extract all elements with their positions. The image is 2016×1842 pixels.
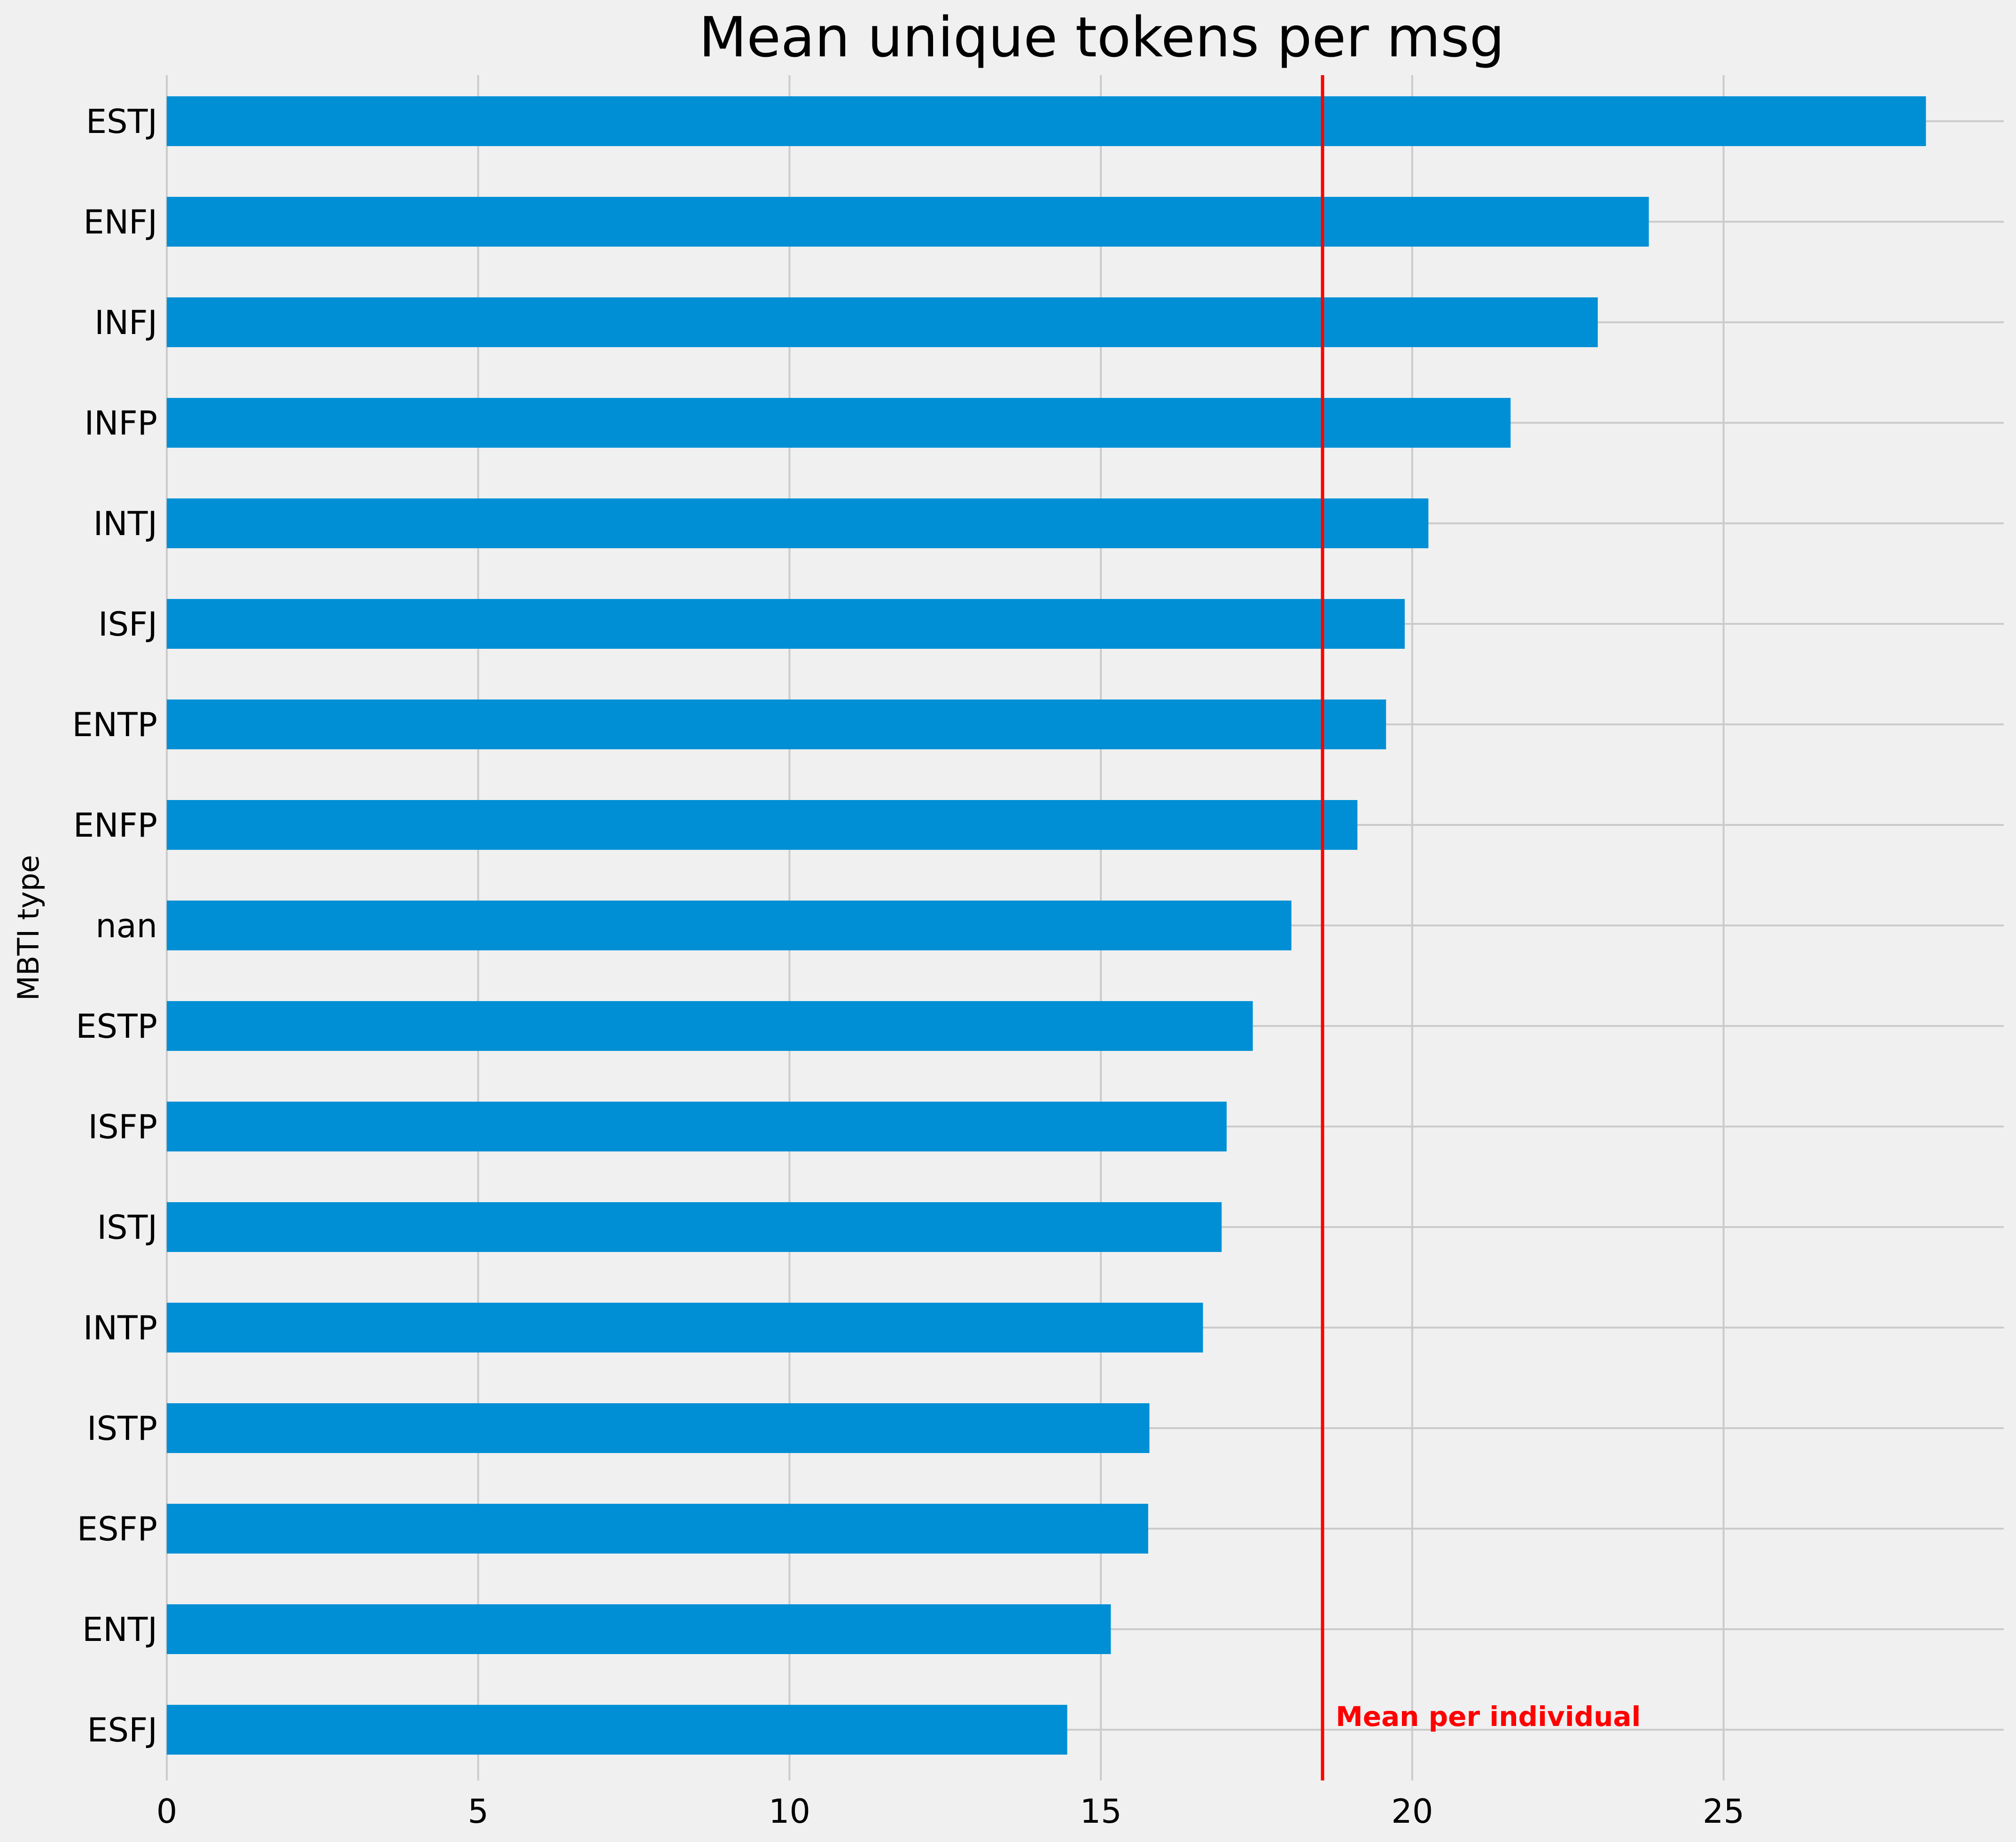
chart-title: Mean unique tokens per msg: [699, 5, 1505, 70]
bar-nan: [167, 901, 1292, 950]
y-tick-label: ESFJ: [87, 1711, 157, 1749]
bar-entp: [167, 699, 1386, 749]
x-tick-labels: 0 5 10 15 20 25: [156, 1792, 1744, 1831]
y-tick-label: INTJ: [93, 505, 157, 543]
bar-isfp: [167, 1102, 1227, 1151]
bar-enfj: [167, 197, 1649, 247]
y-axis-label: MBTI type: [11, 855, 46, 1001]
y-tick-label: nan: [95, 907, 157, 945]
y-tick-label: ISFP: [88, 1108, 157, 1146]
y-tick-label: ISTJ: [97, 1208, 157, 1247]
y-tick-label: ISFJ: [98, 605, 157, 644]
bar-enfp: [167, 800, 1358, 850]
bar-istj: [167, 1202, 1222, 1252]
y-tick-label: ISTP: [87, 1409, 157, 1448]
y-tick-label: ENFJ: [84, 203, 158, 241]
bar-isfj: [167, 599, 1405, 649]
bar-istp: [167, 1403, 1150, 1453]
x-tick-label: 0: [156, 1792, 178, 1831]
y-tick-label: ESFP: [77, 1510, 157, 1548]
mean-reference-label: Mean per individual: [1336, 1701, 1641, 1733]
bar-infp: [167, 398, 1511, 448]
y-tick-label: ENTJ: [82, 1610, 157, 1649]
y-tick-labels: ESTJ ENFJ INFJ INFP INTJ ISFJ ENTP ENFP nan ESTP I…: [72, 102, 157, 1749]
x-tick-label: 5: [467, 1792, 489, 1831]
bar-esfj: [167, 1705, 1067, 1755]
bar-estj: [167, 96, 1926, 146]
y-tick-label: ESTJ: [86, 102, 157, 141]
x-tick-label: 25: [1703, 1792, 1744, 1831]
bar-entj: [167, 1604, 1111, 1654]
bar-estp: [167, 1001, 1253, 1051]
x-tick-label: 15: [1080, 1792, 1122, 1831]
bar-esfp: [167, 1504, 1148, 1554]
y-tick-label: ENFP: [73, 806, 157, 845]
bar-intp: [167, 1303, 1203, 1352]
bar-infj: [167, 297, 1598, 347]
y-tick-label: ESTP: [76, 1007, 157, 1046]
bars: [167, 96, 1926, 1755]
x-tick-label: 20: [1391, 1792, 1433, 1831]
y-tick-label: ENTP: [72, 706, 157, 744]
x-tick-label: 10: [769, 1792, 810, 1831]
y-tick-label: INTP: [83, 1309, 157, 1347]
y-tick-label: INFJ: [94, 303, 157, 342]
bar-intj: [167, 498, 1429, 548]
reference-line-group: Mean per individual: [1321, 75, 1641, 1780]
y-tick-label: INFP: [85, 404, 157, 443]
